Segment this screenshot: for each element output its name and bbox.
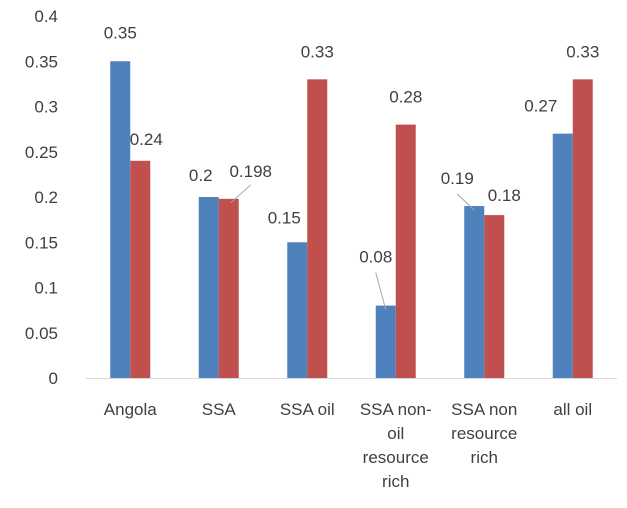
- data-label: 0.33: [301, 42, 334, 61]
- x-category-label: all oil: [553, 400, 592, 419]
- data-labels: 0.35 0.24 0.2 0.198 0.15 0.33 0.08 0.28 0.19 0.18…: [104, 23, 600, 266]
- y-tick-label: 0.15: [25, 233, 58, 252]
- bar-series-2: [130, 160, 151, 378]
- y-tick-label: 0.25: [25, 143, 58, 162]
- x-category-label: resource: [451, 424, 517, 443]
- bar-series-2: [484, 215, 505, 378]
- bar-series-1: [464, 206, 485, 378]
- y-axis: 0 0.05 0.1 0.15 0.2 0.25 0.3 0.35 0.4: [25, 7, 58, 388]
- data-label: 0.15: [268, 208, 301, 227]
- bars: [110, 61, 593, 378]
- x-category-label: rich: [471, 448, 498, 467]
- x-category-label: rich: [382, 472, 409, 491]
- y-tick-label: 0.4: [34, 7, 58, 26]
- bar-series-1: [287, 242, 308, 378]
- y-tick-label: 0.35: [25, 52, 58, 71]
- x-category-label: SSA non-: [360, 400, 432, 419]
- bar-series-2: [395, 124, 416, 378]
- bar-series-2: [307, 79, 328, 378]
- x-category-label: resource: [363, 448, 429, 467]
- leader-lines: [230, 184, 475, 310]
- data-label: 0.198: [229, 162, 272, 181]
- y-tick-label: 0.1: [34, 279, 58, 298]
- x-category-label: SSA non: [451, 400, 517, 419]
- bar-series-2: [218, 198, 239, 378]
- data-label: 0.2: [189, 166, 213, 185]
- x-category-label: Angola: [104, 400, 157, 419]
- bar-series-1: [375, 305, 396, 378]
- y-tick-label: 0.3: [34, 98, 58, 117]
- bar-series-1: [110, 61, 131, 378]
- leader-line: [375, 272, 387, 310]
- bar-series-1: [198, 197, 219, 378]
- data-label: 0.24: [130, 130, 163, 149]
- y-tick-label: 0.2: [34, 188, 58, 207]
- data-label: 0.27: [524, 97, 557, 116]
- x-category-label: oil: [387, 424, 404, 443]
- y-tick-label: 0: [49, 369, 58, 388]
- data-label: 0.19: [441, 169, 474, 188]
- x-category-label: SSA oil: [280, 400, 335, 419]
- x-axis: Angola SSA SSA oil SSA non-oil resource rich S…: [104, 400, 592, 491]
- leader-line: [230, 184, 252, 204]
- y-tick-label: 0.05: [25, 324, 58, 343]
- bar-series-1: [552, 133, 573, 378]
- data-label: 0.35: [104, 23, 137, 42]
- leader-line: [456, 193, 475, 211]
- bar-series-2: [572, 79, 593, 378]
- data-label: 0.18: [488, 186, 521, 205]
- data-label: 0.28: [389, 88, 422, 107]
- data-label: 0.08: [359, 248, 392, 267]
- data-label: 0.33: [566, 42, 599, 61]
- x-category-label: SSA: [202, 400, 237, 419]
